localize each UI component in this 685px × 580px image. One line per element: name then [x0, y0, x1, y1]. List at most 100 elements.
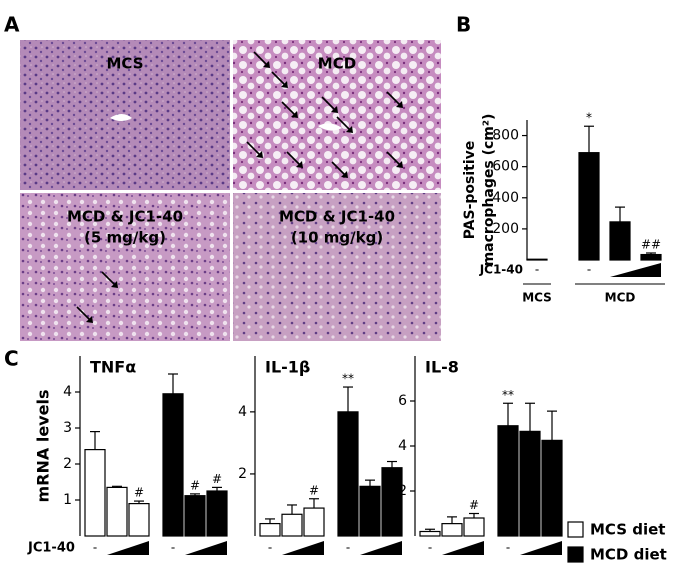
- arrow-head: [291, 111, 298, 118]
- dose-ramp: [610, 263, 661, 277]
- y-tick-label: 2: [238, 466, 247, 482]
- arrow-head: [396, 101, 403, 108]
- bar: [519, 430, 541, 537]
- bar: [206, 490, 228, 537]
- significance-mark: **: [342, 372, 354, 386]
- panel-label: C: [4, 347, 19, 371]
- y-axis-label: macrophages (cm²): [481, 114, 497, 267]
- bar: [419, 530, 441, 537]
- arrow: [281, 101, 297, 117]
- legend-swatch: [567, 546, 584, 563]
- image-label: MCD & JC1-40: [279, 208, 395, 226]
- bar: [106, 486, 128, 537]
- bar: [259, 522, 281, 537]
- dose-ramp: [185, 541, 227, 555]
- dose-ramp: [520, 541, 562, 555]
- bar: [609, 221, 631, 261]
- significance-mark: #: [134, 486, 144, 500]
- arrow-head: [296, 161, 303, 168]
- arrow: [336, 116, 352, 132]
- arrow-head: [341, 171, 348, 178]
- y-tick-label: 4: [238, 404, 247, 420]
- panel-label: A: [4, 13, 20, 37]
- dose-ramp: [282, 541, 324, 555]
- y-tick-label: 800: [492, 128, 519, 144]
- y-tick-label: 3: [63, 420, 72, 436]
- legend-swatch: [567, 521, 584, 538]
- dose-ramp: [107, 541, 149, 555]
- bar: [184, 495, 206, 537]
- significance-mark: ##: [641, 238, 661, 252]
- chart-title: IL-1β: [265, 358, 310, 377]
- arrow: [271, 71, 287, 87]
- dose-ramp: [442, 541, 484, 555]
- arrow-head: [331, 106, 338, 113]
- image-label: (10 mg/kg): [291, 229, 383, 247]
- treatment-tick: -: [428, 541, 432, 555]
- arrow-head: [281, 81, 288, 88]
- chart-title: IL-8: [425, 358, 459, 377]
- treatment-label: JC1-40: [27, 541, 75, 556]
- bar: [541, 439, 563, 537]
- arrow: [286, 151, 302, 167]
- treatment-tick: -: [587, 263, 591, 277]
- bar: [640, 253, 662, 261]
- image-label: MCS: [106, 55, 143, 73]
- significance-mark: #: [212, 472, 222, 486]
- bar: [162, 393, 184, 537]
- bar: [303, 507, 325, 537]
- treatment-tick: -: [268, 541, 272, 555]
- legend-label: MCS diet: [590, 521, 665, 539]
- bar: [337, 411, 359, 537]
- y-tick-label: 1: [63, 492, 72, 508]
- dose-ramp: [360, 541, 402, 555]
- y-tick-label: 6: [398, 393, 407, 409]
- panel-label: B: [456, 13, 471, 37]
- treatment-tick: -: [346, 541, 350, 555]
- y-axis-label: PAS-positive: [462, 141, 478, 240]
- arrow: [321, 96, 337, 112]
- treatment-tick: -: [93, 541, 97, 555]
- bar: [84, 449, 106, 537]
- vessel: [110, 114, 132, 121]
- y-tick-label: 4: [63, 384, 72, 400]
- arrow: [253, 51, 269, 67]
- arrow-head: [256, 151, 263, 158]
- legend-label: MCD diet: [590, 546, 667, 564]
- treatment-tick: -: [171, 541, 175, 555]
- significance-mark: *: [586, 111, 592, 125]
- arrow: [76, 306, 92, 322]
- arrow-head: [263, 61, 270, 68]
- y-tick-label: 4: [398, 438, 407, 454]
- histology-image: [20, 193, 230, 341]
- arrow: [386, 151, 402, 167]
- chart-title: TNFα: [90, 358, 136, 377]
- histology-image: [233, 193, 441, 341]
- bar: [281, 513, 303, 537]
- y-tick-label: 600: [492, 159, 519, 175]
- arrow: [246, 141, 262, 157]
- significance-mark: #: [190, 478, 200, 492]
- significance-mark: **: [502, 388, 514, 402]
- bar: [578, 152, 600, 261]
- arrow-head: [86, 316, 93, 323]
- arrow-head: [346, 126, 353, 133]
- image-label: (5 mg/kg): [84, 229, 166, 247]
- y-tick-label: 2: [398, 483, 407, 499]
- treatment-tick: -: [535, 263, 539, 277]
- vessel: [318, 123, 342, 131]
- arrow: [386, 91, 402, 107]
- y-tick-label: 200: [492, 221, 519, 237]
- bar: [441, 523, 463, 537]
- significance-mark: #: [309, 483, 319, 497]
- image-label: MCD: [318, 55, 356, 73]
- arrow-head: [396, 161, 403, 168]
- y-tick-label: 400: [492, 190, 519, 206]
- arrow-head: [111, 281, 118, 288]
- y-tick-label: 2: [63, 456, 72, 472]
- treatment-tick: -: [506, 541, 510, 555]
- bar: [128, 503, 150, 537]
- bar: [359, 485, 381, 537]
- bar: [497, 425, 519, 537]
